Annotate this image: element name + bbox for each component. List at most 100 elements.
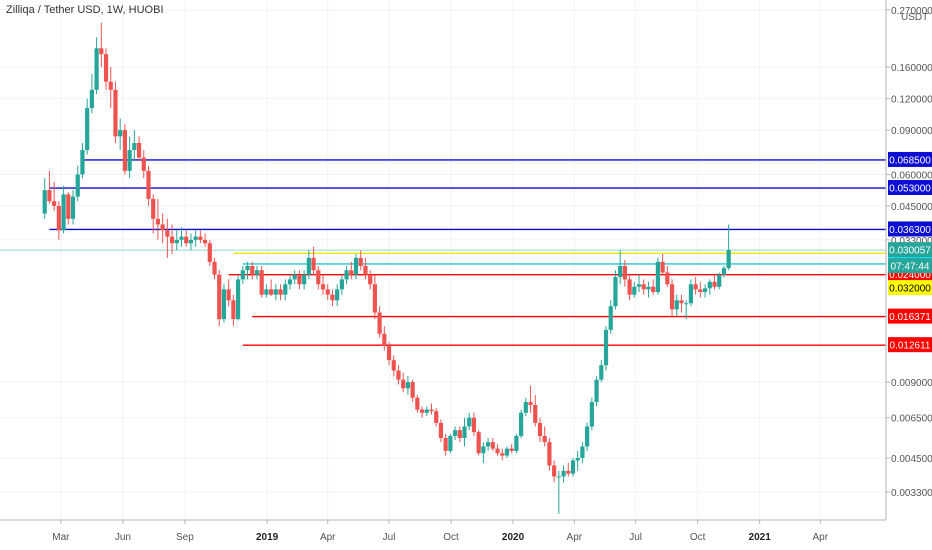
candle-body xyxy=(344,270,349,280)
candle-body xyxy=(452,430,458,436)
candle-body xyxy=(702,288,708,292)
current-price-label-bg xyxy=(888,242,932,258)
candle-body xyxy=(462,426,467,439)
candle-body xyxy=(132,142,137,151)
candle-body xyxy=(103,54,109,82)
candle-body xyxy=(528,402,533,406)
candle-body xyxy=(542,435,547,443)
level-price-label-bg xyxy=(888,221,932,237)
candle-body xyxy=(297,274,302,285)
candle-body xyxy=(509,448,514,451)
candle-body xyxy=(514,435,519,451)
x-tick-label: 2021 xyxy=(749,532,772,543)
candle-body xyxy=(561,470,566,477)
candle-body xyxy=(169,236,175,244)
candle-body xyxy=(363,265,368,275)
candle-body xyxy=(632,286,637,295)
candle-body xyxy=(179,236,184,240)
candle-body xyxy=(165,230,170,237)
candle-body xyxy=(141,157,146,171)
candle-body xyxy=(372,284,377,313)
candle-body xyxy=(212,261,217,275)
level-price-label: 0.016371 xyxy=(889,312,931,323)
candle-body xyxy=(42,190,47,214)
level-price-label: 0.053000 xyxy=(889,184,931,195)
candle-body xyxy=(622,265,627,280)
candle-body xyxy=(52,201,57,206)
y-tick-label: 0.004500 xyxy=(891,454,932,465)
x-tick-label: Jun xyxy=(115,532,131,543)
candle-body xyxy=(292,274,297,280)
price-axis[interactable]: 0.270000 0.160000 0.120000 0.090000 0.060000… xyxy=(886,6,932,499)
level-price-label: 0.068500 xyxy=(889,155,931,166)
candle-body xyxy=(429,409,434,412)
x-tick-label: Sep xyxy=(176,532,194,543)
candle-body xyxy=(636,284,642,287)
candle-body xyxy=(325,289,330,295)
quote-unit-label: USDT xyxy=(901,12,928,23)
candle-body xyxy=(353,257,359,275)
candle-body xyxy=(113,89,118,137)
candle-body xyxy=(552,465,557,477)
candle-body xyxy=(339,279,344,290)
candle-body xyxy=(396,370,401,380)
candle-body xyxy=(504,448,510,456)
candle-body xyxy=(217,274,222,320)
candle-body xyxy=(547,442,552,466)
candle-body xyxy=(533,405,538,423)
candle-body xyxy=(306,257,311,275)
candle-body xyxy=(566,470,571,474)
candle-body xyxy=(603,329,609,366)
candle-body xyxy=(75,174,80,197)
candle-body xyxy=(519,412,524,436)
candle-body xyxy=(405,382,411,389)
candle-body xyxy=(320,284,326,290)
y-tick-label: 0.160000 xyxy=(891,63,932,74)
candle-body xyxy=(618,265,623,278)
candle-body xyxy=(693,284,698,290)
x-tick-label: Oct xyxy=(443,532,459,543)
current-price-label: 0.030057 xyxy=(889,246,931,257)
candle-body xyxy=(89,89,94,109)
candle-body xyxy=(236,279,241,320)
candle-body xyxy=(61,194,66,231)
candle-body xyxy=(580,446,585,458)
candle-body xyxy=(448,435,453,451)
candle-body xyxy=(575,457,580,461)
x-tick-label: Apr xyxy=(813,532,829,543)
candle-body xyxy=(674,300,679,310)
candle-body xyxy=(698,289,703,292)
level-price-label-bg xyxy=(888,151,932,167)
candle-body xyxy=(485,442,491,447)
candle-body xyxy=(377,312,382,334)
candle-body xyxy=(415,397,420,410)
candle-body xyxy=(70,196,76,219)
candle-body xyxy=(47,190,52,202)
candle-body xyxy=(438,422,444,439)
y-tick-label: 0.270000 xyxy=(891,6,932,17)
candle-body xyxy=(641,284,646,290)
level-price-label: 0.036300 xyxy=(889,225,931,236)
x-tick-label: Mar xyxy=(52,532,70,543)
time-axis[interactable]: Mar Jun Sep 2019 Apr Jul Oct 2020 Apr Jul Oct 2021 A… xyxy=(52,520,829,543)
grid-layer xyxy=(0,0,886,520)
candle-body xyxy=(198,236,203,240)
y-tick-label: 0.003300 xyxy=(891,488,932,499)
candle-body xyxy=(66,194,71,219)
candle-body xyxy=(589,402,594,427)
candle-body xyxy=(386,346,392,361)
candle-body xyxy=(410,382,415,398)
candle-body xyxy=(188,239,194,244)
candle-body xyxy=(424,409,429,413)
level-price-label-bg xyxy=(888,180,932,196)
y-tick-label: 0.060000 xyxy=(891,170,932,181)
candle-body xyxy=(368,274,373,285)
candle-body xyxy=(717,274,722,287)
candle-body xyxy=(721,268,727,275)
y-tick-label: 0.033000 xyxy=(891,236,932,247)
candle-body xyxy=(207,243,212,262)
candle-layer xyxy=(42,22,731,514)
candle-body xyxy=(302,274,307,285)
